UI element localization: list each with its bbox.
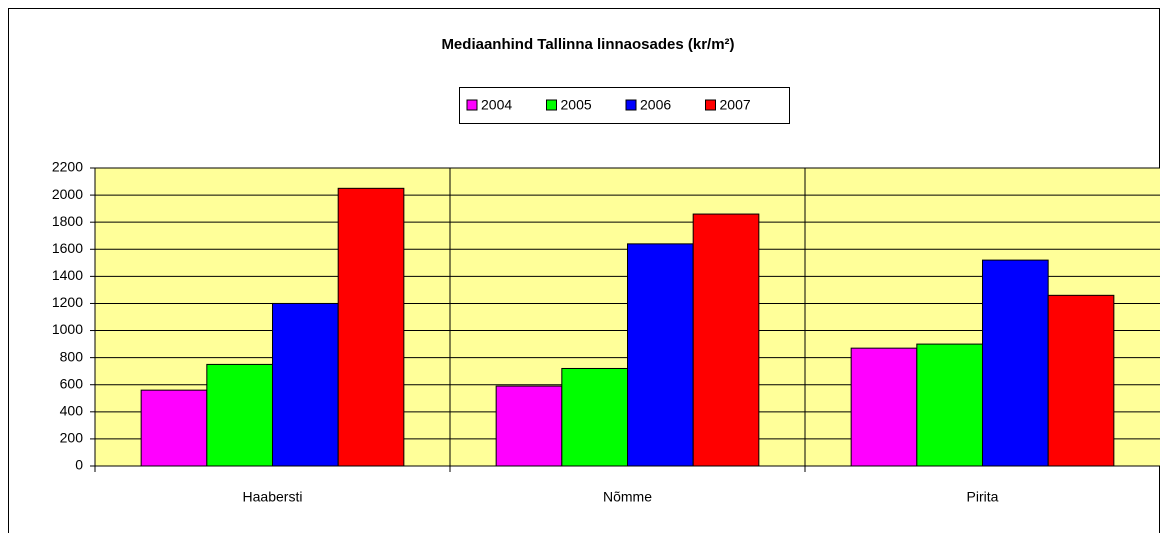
y-tick-label: 1000 — [52, 321, 83, 337]
y-tick-label: 400 — [60, 403, 84, 419]
y-tick-label: 600 — [60, 375, 84, 391]
y-tick-label: 0 — [75, 457, 83, 473]
x-tick-label: Pirita — [967, 489, 999, 505]
y-tick-label: 1200 — [52, 294, 83, 310]
bar — [627, 243, 694, 467]
bar — [916, 343, 984, 467]
y-tick-label: 800 — [60, 348, 84, 364]
bar — [982, 259, 1049, 467]
legend-label: 2005 — [561, 97, 592, 113]
legend-swatch — [466, 99, 478, 111]
y-tick-label: 200 — [60, 430, 84, 446]
chart-title: Mediaanhind Tallinna linnaosades (kr/m²) — [441, 36, 734, 53]
legend-label: 2004 — [481, 97, 512, 113]
x-tick-label: Nõmme — [603, 489, 652, 505]
legend-swatch — [546, 99, 557, 111]
y-tick-label: 2000 — [52, 186, 83, 202]
legend-label: 2007 — [720, 97, 751, 113]
y-tick-label: 1600 — [52, 240, 83, 256]
legend-swatch — [625, 99, 637, 111]
y-tick-label: 1800 — [52, 213, 83, 229]
legend-swatch — [705, 99, 716, 111]
bar — [1047, 294, 1115, 467]
bar — [850, 347, 918, 467]
x-tick-label: Haabersti — [243, 489, 303, 505]
bar — [337, 187, 405, 467]
y-tick-label: 2200 — [52, 159, 83, 175]
bar — [561, 367, 629, 467]
bar — [692, 213, 760, 467]
bar — [272, 302, 339, 467]
bar — [206, 363, 273, 467]
y-tick-label: 1400 — [52, 267, 83, 283]
bar — [495, 385, 563, 467]
legend-label: 2006 — [640, 97, 671, 113]
bar — [140, 389, 208, 467]
legend-box — [459, 87, 790, 124]
